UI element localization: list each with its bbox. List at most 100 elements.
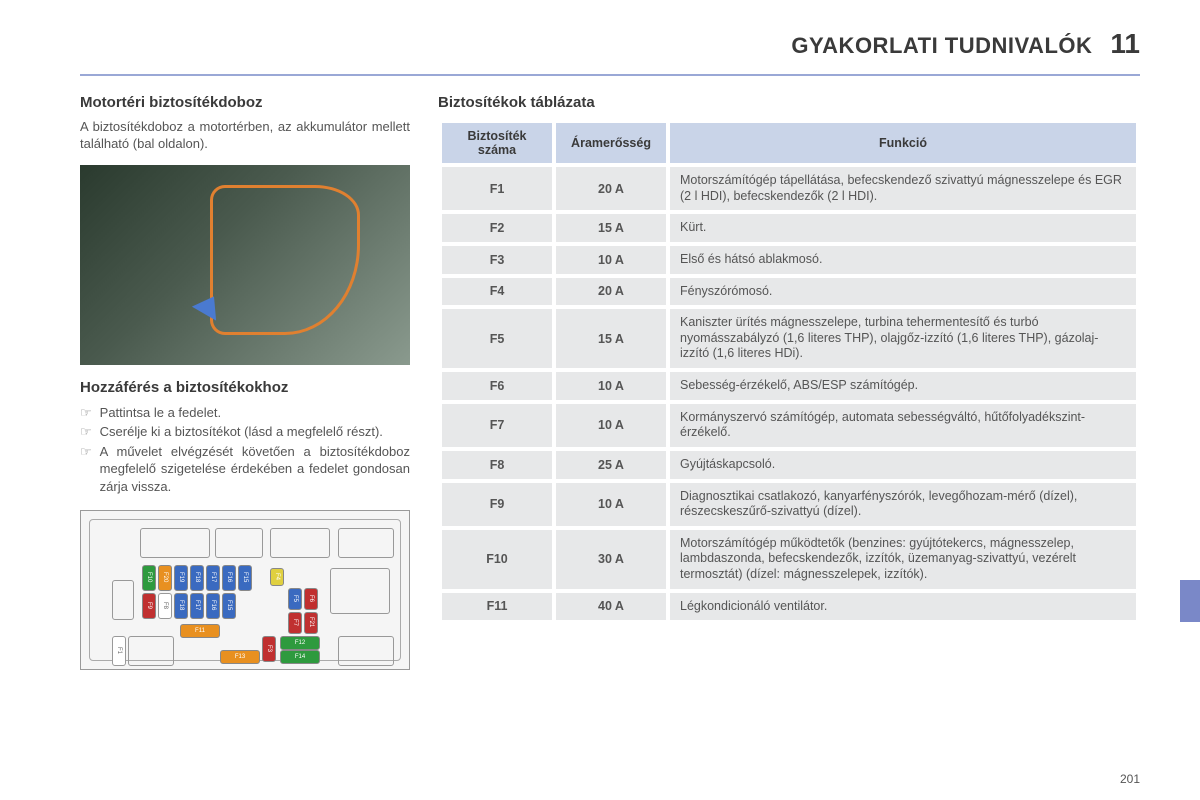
right-column: Biztosítékok táblázata Biztosíték száma … — [438, 94, 1140, 670]
page-header: GYAKORLATI TUDNIVALÓK 11 — [80, 28, 1140, 60]
table-row: F910 ADiagnosztikai csatlakozó, kanyarfé… — [442, 483, 1136, 526]
th-number: Biztosíték száma — [442, 123, 552, 163]
diagram-outline — [215, 528, 263, 558]
access-step: Pattintsa le a fedelet. — [80, 404, 410, 422]
th-function: Funkció — [670, 123, 1136, 163]
table-row: F310 AElső és hátsó ablakmosó. — [442, 246, 1136, 274]
cell-function: Motorszámítógép működtetők (benzines: gy… — [670, 530, 1136, 589]
th-amperage: Áramerősség — [556, 123, 666, 163]
cell-fuse-number: F8 — [442, 451, 552, 479]
diagram-fuse: F18 — [190, 565, 204, 591]
cell-fuse-number: F9 — [442, 483, 552, 526]
diagram-fuse: F9 — [142, 593, 156, 619]
cell-amperage: 15 A — [556, 214, 666, 242]
cell-function: Fényszórómosó. — [670, 278, 1136, 306]
page-number: 201 — [1120, 772, 1140, 786]
cell-amperage: 10 A — [556, 246, 666, 274]
chapter-title: GYAKORLATI TUDNIVALÓK — [791, 33, 1092, 59]
cell-amperage: 10 A — [556, 483, 666, 526]
fusebox-intro: A biztosítékdoboz a motortérben, az akku… — [80, 119, 410, 153]
diagram-outline — [140, 528, 210, 558]
table-row: F215 AKürt. — [442, 214, 1136, 242]
cell-function: Motorszámítógép tápellátása, befecskende… — [670, 167, 1136, 210]
cell-amperage: 10 A — [556, 404, 666, 447]
cell-fuse-number: F1 — [442, 167, 552, 210]
cell-fuse-number: F5 — [442, 309, 552, 368]
left-column: Motortéri biztosítékdoboz A biztosítékdo… — [80, 94, 410, 670]
fuse-diagram-inner: F10F20F19F18F17F16F15F9F8F18F17F16F15F5F… — [89, 519, 401, 661]
side-tab — [1180, 580, 1200, 622]
diagram-fuse: F1 — [112, 636, 126, 666]
cell-amperage: 10 A — [556, 372, 666, 400]
header-divider — [80, 74, 1140, 76]
diagram-outline — [330, 568, 390, 614]
diagram-outline — [112, 580, 134, 620]
cell-function: Kaniszter ürítés mágnesszelepe, turbina … — [670, 309, 1136, 368]
photo-highlight-outline — [210, 185, 360, 335]
access-step: A művelet elvégzését követően a biztosít… — [80, 443, 410, 496]
cell-function: Gyújtáskapcsoló. — [670, 451, 1136, 479]
table-row: F515 AKaniszter ürítés mágnesszelepe, tu… — [442, 309, 1136, 368]
access-steps-list: Pattintsa le a fedelet.Cserélje ki a biz… — [80, 404, 410, 496]
diagram-fuse: F14 — [280, 650, 320, 664]
diagram-outline — [338, 636, 394, 666]
fuse-diagram: F10F20F19F18F17F16F15F9F8F18F17F16F15F5F… — [80, 510, 410, 670]
diagram-fuse: F4 — [270, 568, 284, 586]
diagram-outline — [338, 528, 394, 558]
diagram-fuse: F15 — [222, 593, 236, 619]
fuse-table: Biztosíték száma Áramerősség Funkció F12… — [438, 119, 1140, 624]
cell-amperage: 40 A — [556, 593, 666, 621]
table-row: F825 AGyújtáskapcsoló. — [442, 451, 1136, 479]
cell-fuse-number: F7 — [442, 404, 552, 447]
diagram-fuse: F18 — [174, 593, 188, 619]
cell-function: Kormányszervó számítógép, automata sebes… — [670, 404, 1136, 447]
diagram-fuse: F17 — [206, 565, 220, 591]
diagram-outline — [270, 528, 330, 558]
table-header-row: Biztosíték száma Áramerősség Funkció — [442, 123, 1136, 163]
cell-function: Sebesség-érzékelő, ABS/ESP számítógép. — [670, 372, 1136, 400]
table-row: F610 ASebesség-érzékelő, ABS/ESP számító… — [442, 372, 1136, 400]
cell-amperage: 15 A — [556, 309, 666, 368]
cell-function: Diagnosztikai csatlakozó, kanyarfényszór… — [670, 483, 1136, 526]
cell-fuse-number: F10 — [442, 530, 552, 589]
table-row: F420 AFényszórómosó. — [442, 278, 1136, 306]
table-row: F1030 AMotorszámítógép működtetők (benzi… — [442, 530, 1136, 589]
cell-function: Első és hátsó ablakmosó. — [670, 246, 1136, 274]
diagram-fuse: F12 — [280, 636, 320, 650]
cell-fuse-number: F4 — [442, 278, 552, 306]
cell-fuse-number: F6 — [442, 372, 552, 400]
diagram-fuse: F11 — [180, 624, 220, 638]
diagram-fuse: F19 — [174, 565, 188, 591]
chapter-number: 11 — [1110, 28, 1140, 60]
diagram-fuse: F5 — [288, 588, 302, 610]
cell-amperage: 20 A — [556, 167, 666, 210]
diagram-fuse: F10 — [142, 565, 156, 591]
diagram-fuse: F21 — [304, 612, 318, 634]
cell-amperage: 20 A — [556, 278, 666, 306]
cell-fuse-number: F11 — [442, 593, 552, 621]
table-row: F710 AKormányszervó számítógép, automata… — [442, 404, 1136, 447]
diagram-fuse: F13 — [220, 650, 260, 664]
access-title: Hozzáférés a biztosítékokhoz — [80, 379, 410, 396]
diagram-fuse: F3 — [262, 636, 276, 662]
diagram-fuse: F20 — [158, 565, 172, 591]
cell-amperage: 30 A — [556, 530, 666, 589]
diagram-fuse: F7 — [288, 612, 302, 634]
cell-fuse-number: F3 — [442, 246, 552, 274]
diagram-outline — [128, 636, 174, 666]
diagram-fuse: F16 — [222, 565, 236, 591]
fusebox-title: Motortéri biztosítékdoboz — [80, 94, 410, 111]
content: Motortéri biztosítékdoboz A biztosítékdo… — [80, 94, 1140, 670]
access-step: Cserélje ki a biztosítékot (lásd a megfe… — [80, 423, 410, 441]
diagram-fuse: F6 — [304, 588, 318, 610]
diagram-fuse: F8 — [158, 593, 172, 619]
diagram-fuse: F15 — [238, 565, 252, 591]
cell-function: Kürt. — [670, 214, 1136, 242]
diagram-fuse: F16 — [206, 593, 220, 619]
table-title: Biztosítékok táblázata — [438, 94, 1140, 111]
table-row: F1140 ALégkondicionáló ventilátor. — [442, 593, 1136, 621]
table-row: F120 AMotorszámítógép tápellátása, befec… — [442, 167, 1136, 210]
cell-function: Légkondicionáló ventilátor. — [670, 593, 1136, 621]
diagram-fuse: F17 — [190, 593, 204, 619]
cell-amperage: 25 A — [556, 451, 666, 479]
